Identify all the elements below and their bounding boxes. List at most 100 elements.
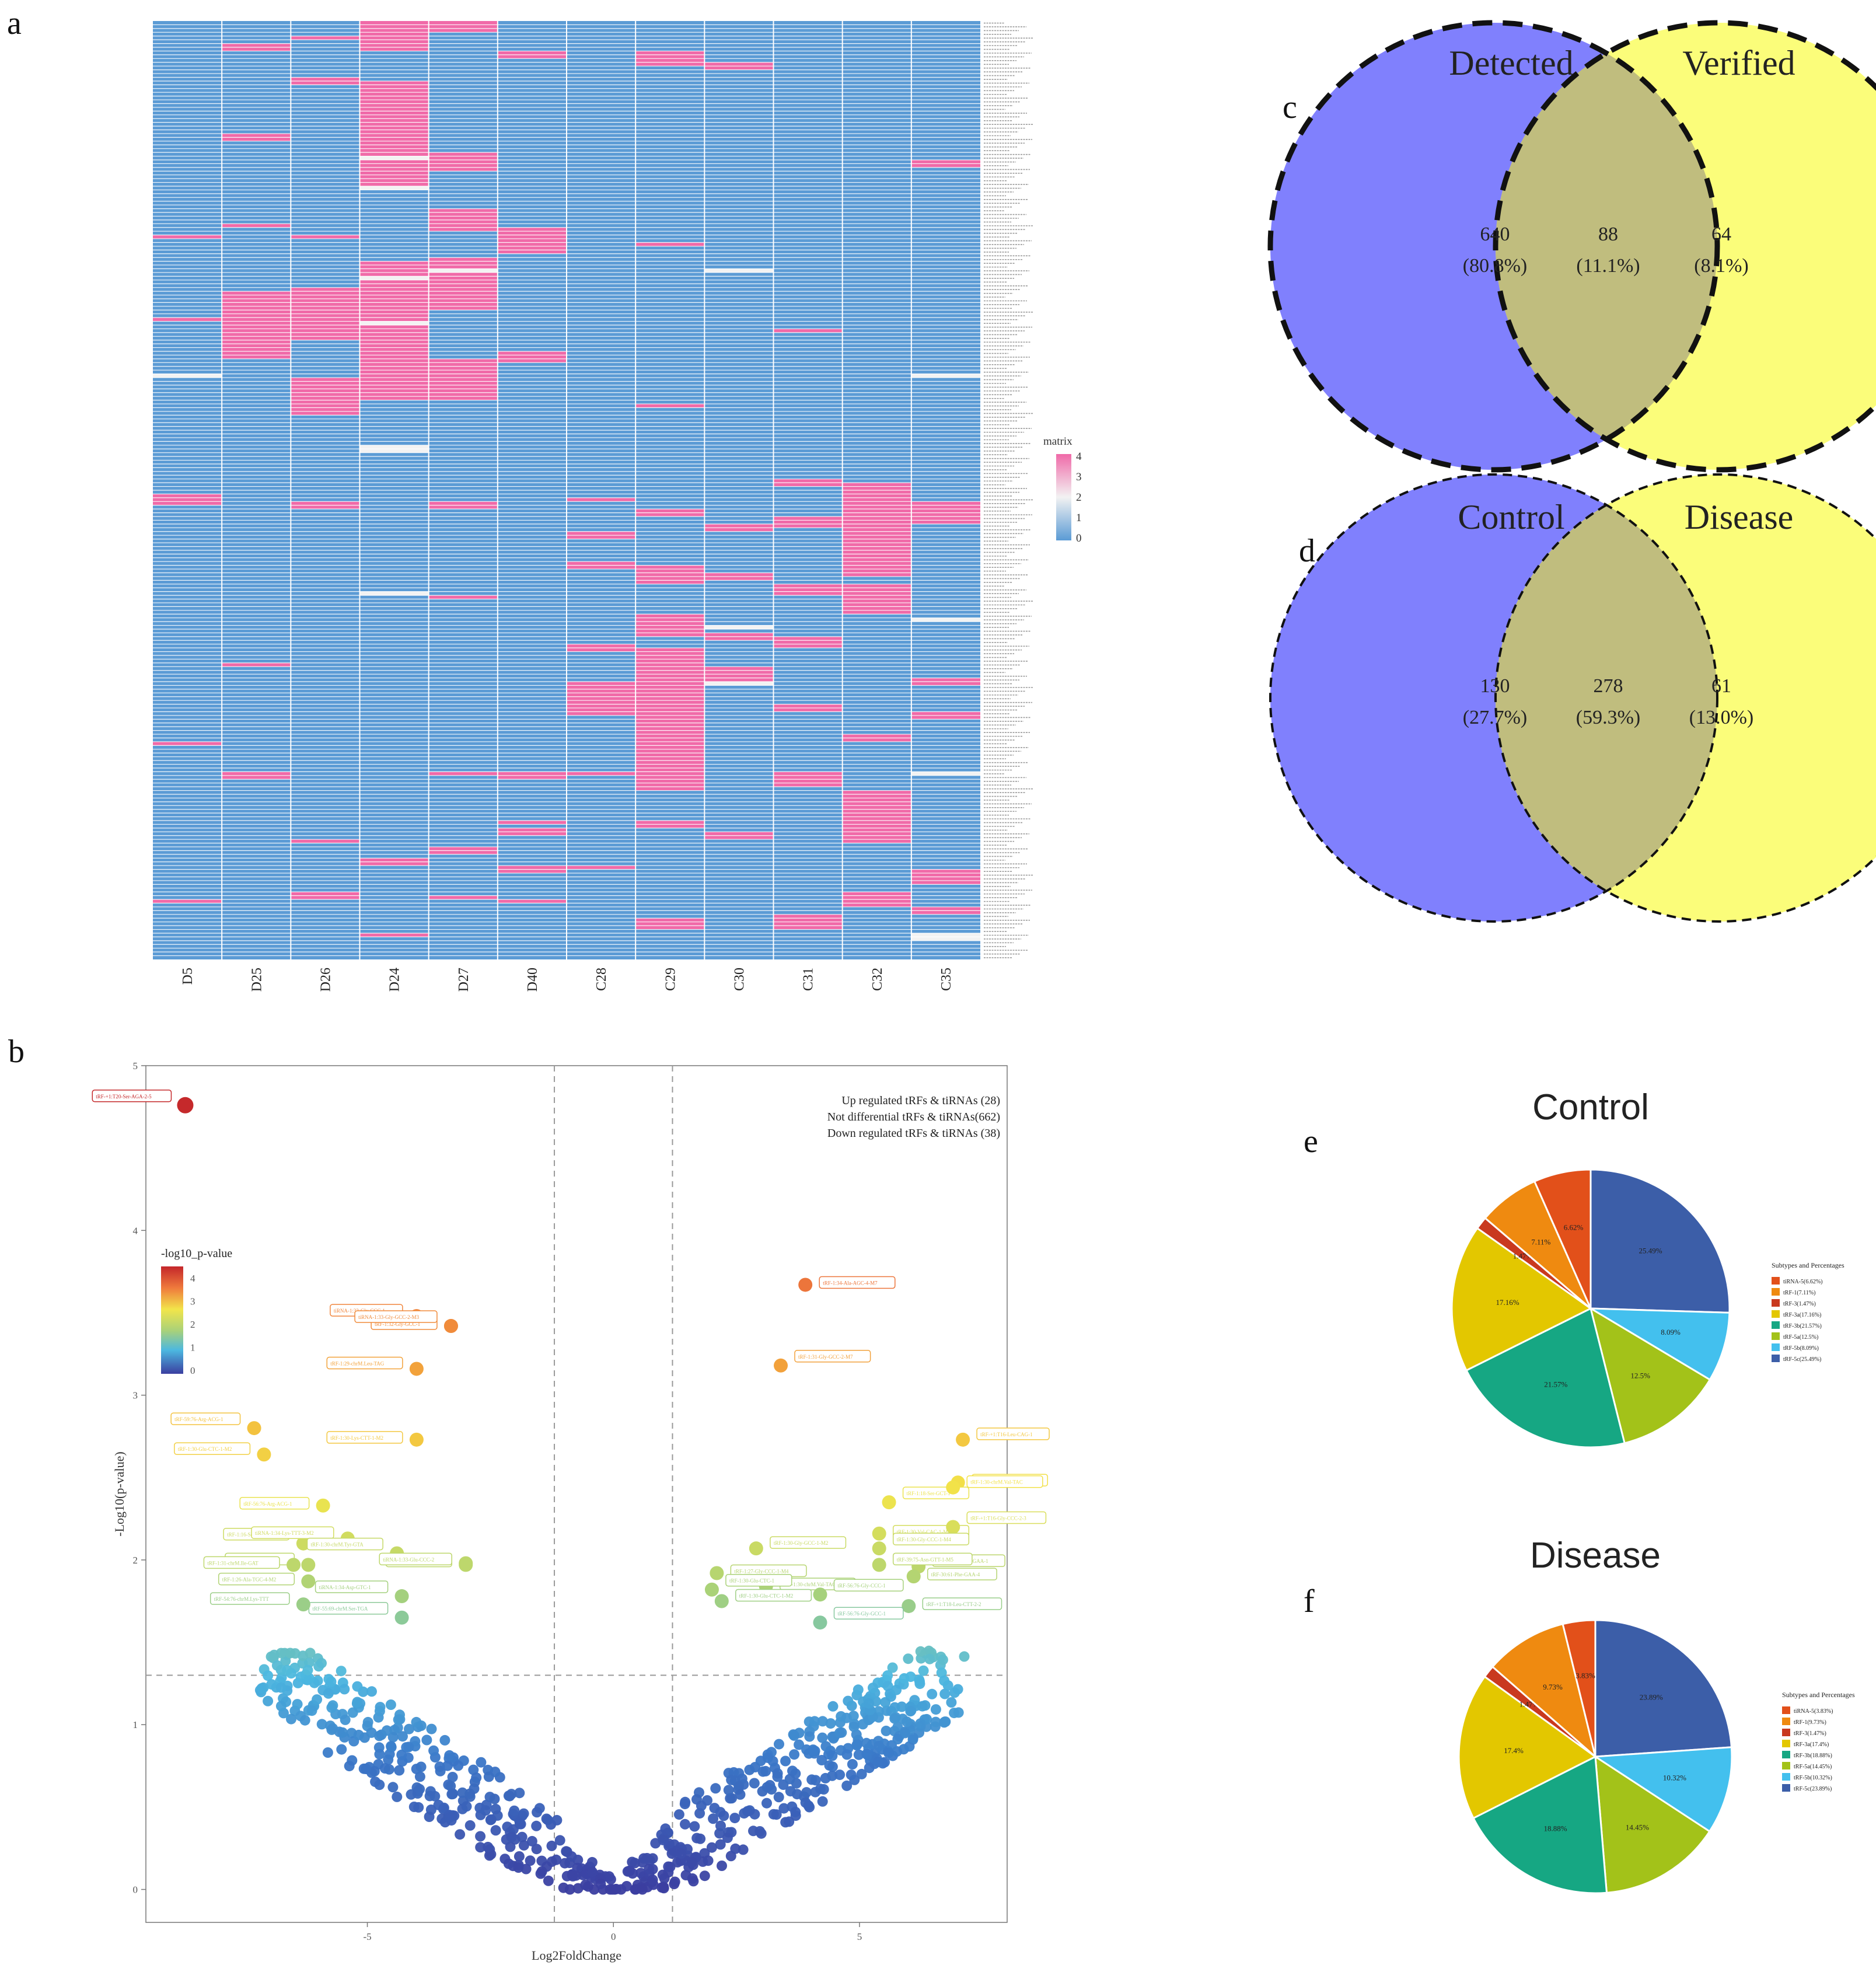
- heatmap-cell-high: [567, 865, 636, 870]
- volcano-point: [841, 1749, 853, 1760]
- volcano-point: [946, 1697, 957, 1708]
- volcano-point: [542, 1814, 553, 1826]
- volcano-legend-entry: Up regulated tRFs & tiRNAs (28): [841, 1094, 1000, 1107]
- volcano-point: [749, 1809, 760, 1820]
- pie-legend-label: tRF-3(1.47%): [1794, 1730, 1826, 1737]
- pie-slice: [1484, 1180, 1592, 1310]
- volcano-point: [914, 1676, 925, 1687]
- volcano-point: [504, 1791, 515, 1802]
- heatmap-cell-high: [567, 772, 636, 776]
- volcano-point: [882, 1670, 893, 1681]
- volcano-point-label-box: [326, 1431, 403, 1444]
- volcano-point: [755, 1755, 766, 1767]
- panel-letter-d: d: [1299, 533, 1315, 569]
- pie-slice: [1587, 1307, 1731, 1381]
- volcano-point: [666, 1848, 677, 1859]
- volcano-point-label-box: [833, 1607, 904, 1620]
- volcano-point: [880, 1697, 891, 1708]
- volcano-point-label-box: [326, 1356, 403, 1370]
- volcano-point-label: tRF-56:76-Arg-ACG-1: [243, 1501, 292, 1507]
- heatmap-cell-mid: [911, 772, 980, 776]
- volcano-point: [361, 1764, 372, 1774]
- volcano-point: [687, 1856, 697, 1868]
- volcano-point: [817, 1796, 828, 1807]
- volcano-point: [263, 1695, 274, 1706]
- volcano-point: [392, 1791, 403, 1802]
- volcano-point: [706, 1842, 717, 1853]
- heatmap-legend-tick-label: 3: [1076, 471, 1082, 483]
- pie-slice: [1589, 1306, 1711, 1444]
- heatmap-cell-high: [153, 741, 222, 746]
- volcano-legend-entry: Down regulated tRFs & tiRNAs (38): [827, 1127, 1000, 1140]
- volcano-point: [475, 1831, 486, 1842]
- venn-region-count: 88: [1598, 224, 1618, 245]
- pie-legend-swatch: [1782, 1740, 1790, 1747]
- pie-legend-label: tRF-5b(8.09%): [1783, 1345, 1819, 1352]
- volcano-point: [571, 1870, 582, 1881]
- volcano-point: [810, 1775, 821, 1786]
- volcano-point: [475, 1842, 486, 1853]
- heatmap-column-label: D26: [318, 968, 333, 992]
- heatmap-cell-high: [359, 933, 429, 937]
- volcano-point-label: tRF-1:30-Gly-GCC-1-M2: [774, 1540, 829, 1546]
- panel-letter-b: b: [8, 1034, 25, 1070]
- heatmap-cell-mid: [704, 682, 774, 686]
- venn-set-title-left: Control: [1458, 498, 1564, 536]
- heatmap-row-labels: [984, 22, 1033, 958]
- volcano-point: [915, 1718, 926, 1729]
- volcano-point-label-box: [966, 1511, 1047, 1524]
- volcano-point-label: tRF-1:30-Glu-CTC-1-M2: [178, 1446, 232, 1452]
- pie-legend-label: tRF-3a(17.16%): [1783, 1312, 1821, 1318]
- volcano-point: [887, 1662, 898, 1673]
- pie-legend-swatch: [1782, 1773, 1790, 1781]
- volcano-point: [810, 1786, 821, 1798]
- volcano-colorbar-tick-label: 2: [190, 1319, 195, 1330]
- volcano-point: [788, 1729, 799, 1740]
- x-tick-label: -5: [363, 1931, 371, 1942]
- volcano-point-label: tRF-1:18-Ser-GCT-1: [907, 1491, 951, 1496]
- volcano-point: [386, 1741, 397, 1752]
- pie-slice: [1589, 1168, 1731, 1314]
- volcano-point: [375, 1702, 386, 1713]
- volcano-point: [525, 1855, 536, 1866]
- volcano-point: [825, 1718, 836, 1729]
- volcano-point: [827, 1701, 839, 1712]
- volcano-point: [695, 1833, 706, 1844]
- heatmap-legend-tick-label: 2: [1076, 491, 1082, 504]
- pie-legend-swatch: [1782, 1729, 1790, 1736]
- volcano-point: [794, 1739, 805, 1750]
- volcano-point: [792, 1789, 802, 1800]
- heatmap-cell-high: [635, 242, 705, 246]
- volcano-point: [393, 1714, 404, 1725]
- volcano-point-label: tRF-1:30-chrM.Val-TAC: [970, 1479, 1023, 1485]
- pie-legend-swatch: [1782, 1706, 1790, 1714]
- heatmap-cell-mid: [359, 186, 429, 190]
- y-tick-label: 1: [133, 1719, 138, 1730]
- volcano-point-label: tRF-1:30-chrM.Val-TAC: [784, 1582, 836, 1587]
- volcano-labeled-point: [394, 1589, 409, 1604]
- volcano-point-label-box: [966, 1475, 1043, 1488]
- pie-slice-label: 23.89%: [1640, 1692, 1663, 1701]
- pie-legend-label: tRF-1(9.73%): [1794, 1719, 1826, 1726]
- volcano-labeled-point: [813, 1615, 827, 1630]
- volcano-point-label: tRF-1:31-chrM.Ile-GAT: [207, 1560, 258, 1566]
- volcano-point-label: tiRNA-1:33-Glu-CCC-2: [383, 1556, 434, 1562]
- volcano-point: [939, 1688, 951, 1699]
- volcano-point: [689, 1821, 700, 1832]
- volcano-point: [353, 1729, 364, 1740]
- volcano-point: [490, 1825, 501, 1836]
- volcano-point: [483, 1771, 494, 1782]
- volcano-point: [735, 1789, 746, 1800]
- volcano-labeled-point: [882, 1495, 896, 1510]
- pie-slice: [1533, 1168, 1592, 1309]
- pie-slice-label: 21.57%: [1544, 1380, 1567, 1389]
- volcano-point: [930, 1704, 941, 1715]
- volcano-point: [853, 1684, 864, 1695]
- heatmap-cell-high: [567, 682, 636, 716]
- volcano-point-label: tRF-1:30-Glu-CTC-1: [729, 1578, 774, 1584]
- volcano-point: [256, 1683, 267, 1694]
- volcano-point-label-box: [239, 1497, 310, 1510]
- volcano-point: [904, 1741, 915, 1752]
- venn-region-count: 130: [1480, 675, 1510, 697]
- volcano-point: [774, 1739, 784, 1750]
